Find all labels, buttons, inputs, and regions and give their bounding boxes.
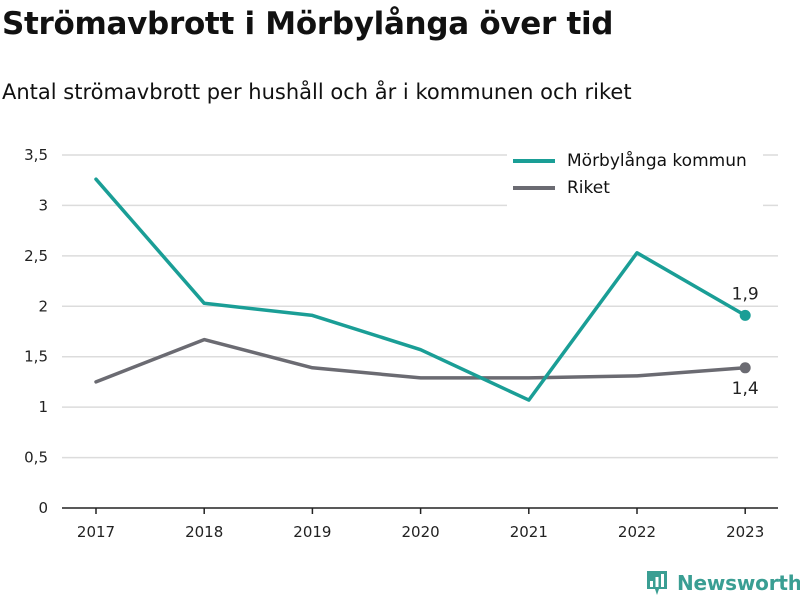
y-axis-ticks: 0 0,5 1 1,5 2 2,5 3 3,5 xyxy=(24,146,48,517)
y-tick-label: 0,5 xyxy=(24,449,48,467)
x-tick-label: 2017 xyxy=(77,523,115,541)
data-label-0: 1,9 xyxy=(732,284,759,304)
bar-chart-icon xyxy=(647,571,667,595)
legend-label-0: Mörbylånga kommun xyxy=(567,151,747,171)
legend-item-1: Riket xyxy=(513,178,610,198)
y-tick-label: 3,5 xyxy=(24,146,48,164)
x-tick-label: 2021 xyxy=(510,523,548,541)
chart-subtitle: Antal strömavbrott per hushåll och år i … xyxy=(2,80,632,104)
x-tick-label: 2022 xyxy=(618,523,656,541)
newsworthy-logo: Newsworthy xyxy=(645,569,800,597)
y-tick-label: 1,5 xyxy=(24,348,48,366)
legend-label-1: Riket xyxy=(567,178,610,198)
legend: Mörbylånga kommun Riket xyxy=(507,147,763,207)
end-marker-0 xyxy=(739,309,751,321)
gridlines xyxy=(62,154,778,509)
y-tick-label: 0 xyxy=(38,499,48,517)
x-tick-label: 2018 xyxy=(185,523,223,541)
x-tick-label: 2023 xyxy=(726,523,764,541)
x-tick-label: 2020 xyxy=(402,523,440,541)
data-label-1: 1,4 xyxy=(732,379,759,399)
x-tick-label: 2019 xyxy=(293,523,331,541)
end-marker-1 xyxy=(739,362,751,374)
y-tick-label: 2,5 xyxy=(24,247,48,265)
series-line-1 xyxy=(94,337,747,384)
y-tick-label: 2 xyxy=(38,297,48,315)
series-lines xyxy=(94,177,747,402)
legend-swatch-1 xyxy=(513,186,555,190)
y-tick-label: 3 xyxy=(38,196,48,214)
series-line-0 xyxy=(94,177,747,402)
legend-item-0: Mörbylånga kommun xyxy=(513,151,747,171)
chart-title: Strömavbrott i Mörbylånga över tid xyxy=(2,6,614,42)
y-tick-label: 1 xyxy=(38,398,48,416)
legend-swatch-0 xyxy=(513,159,555,163)
brand-name: Newsworthy xyxy=(677,571,800,595)
x-axis-ticks: 2017 2018 2019 2020 2021 2022 2023 xyxy=(77,508,764,541)
end-markers: 1,4 1,9 xyxy=(732,284,759,398)
